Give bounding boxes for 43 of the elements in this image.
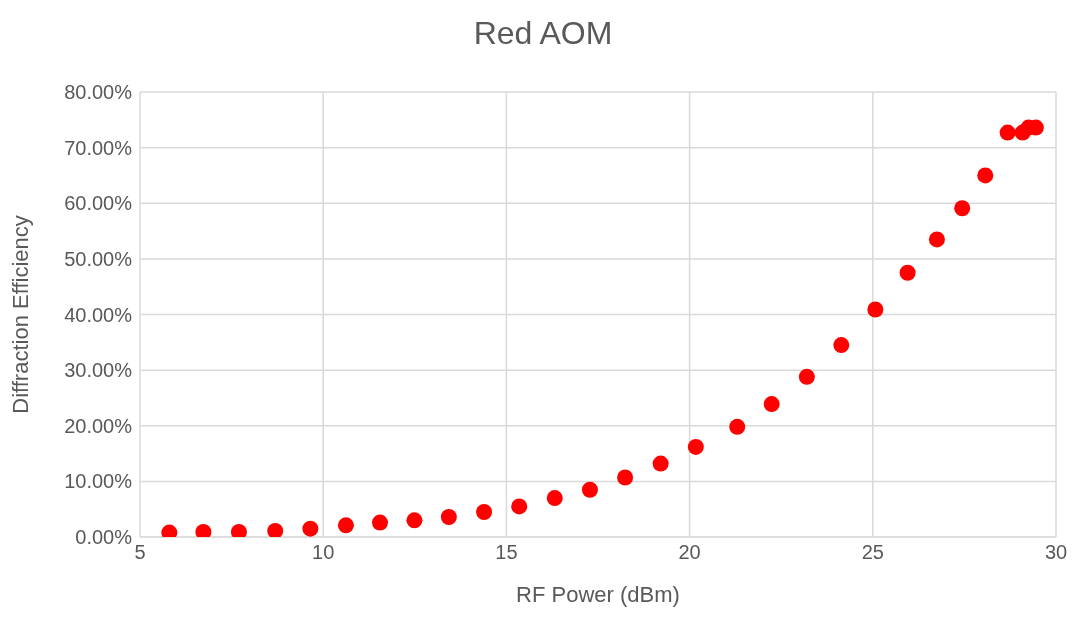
point xyxy=(230,523,247,537)
point xyxy=(798,368,815,385)
x-tick-label: 15 xyxy=(495,541,518,564)
y-tick-label: 50.00% xyxy=(64,247,133,270)
point xyxy=(511,498,528,515)
y-axis-title: Diffraction Efficiency xyxy=(7,215,33,414)
chart-title: Red AOM xyxy=(472,14,614,53)
y-tick-label: 30.00% xyxy=(64,359,133,382)
x-tick-label: 30 xyxy=(1044,541,1068,564)
point xyxy=(371,514,388,531)
x-tick-label: 20 xyxy=(678,541,701,564)
y-tick-label: 60.00% xyxy=(64,192,133,215)
x-axis-title: RF Power (dBm) xyxy=(516,582,680,607)
y-tick-label: 70.00% xyxy=(64,136,133,159)
point xyxy=(581,481,598,498)
point xyxy=(763,396,780,413)
y-tick-label: 0.00% xyxy=(75,526,133,549)
point xyxy=(867,301,884,318)
x-tick-label: 10 xyxy=(312,541,335,564)
x-tick-label: 5 xyxy=(134,541,146,564)
point xyxy=(476,503,493,520)
point xyxy=(687,438,704,455)
point xyxy=(999,124,1016,141)
point xyxy=(546,490,563,507)
point xyxy=(337,517,354,534)
point xyxy=(833,337,850,354)
y-tick-label: 20.00% xyxy=(64,414,133,437)
y-tick-label: 10.00% xyxy=(64,470,133,493)
y-tick-label: 80.00% xyxy=(64,81,133,104)
point xyxy=(954,200,971,217)
point xyxy=(928,231,945,248)
point xyxy=(195,523,212,537)
point xyxy=(406,512,423,529)
point xyxy=(617,469,634,486)
point xyxy=(302,520,319,537)
y-tick-label: 40.00% xyxy=(64,303,133,326)
point xyxy=(729,418,746,435)
point xyxy=(440,508,457,525)
point xyxy=(899,264,916,281)
point xyxy=(652,455,669,472)
point xyxy=(267,522,284,537)
x-tick-label: 25 xyxy=(861,541,884,564)
point xyxy=(977,167,994,184)
